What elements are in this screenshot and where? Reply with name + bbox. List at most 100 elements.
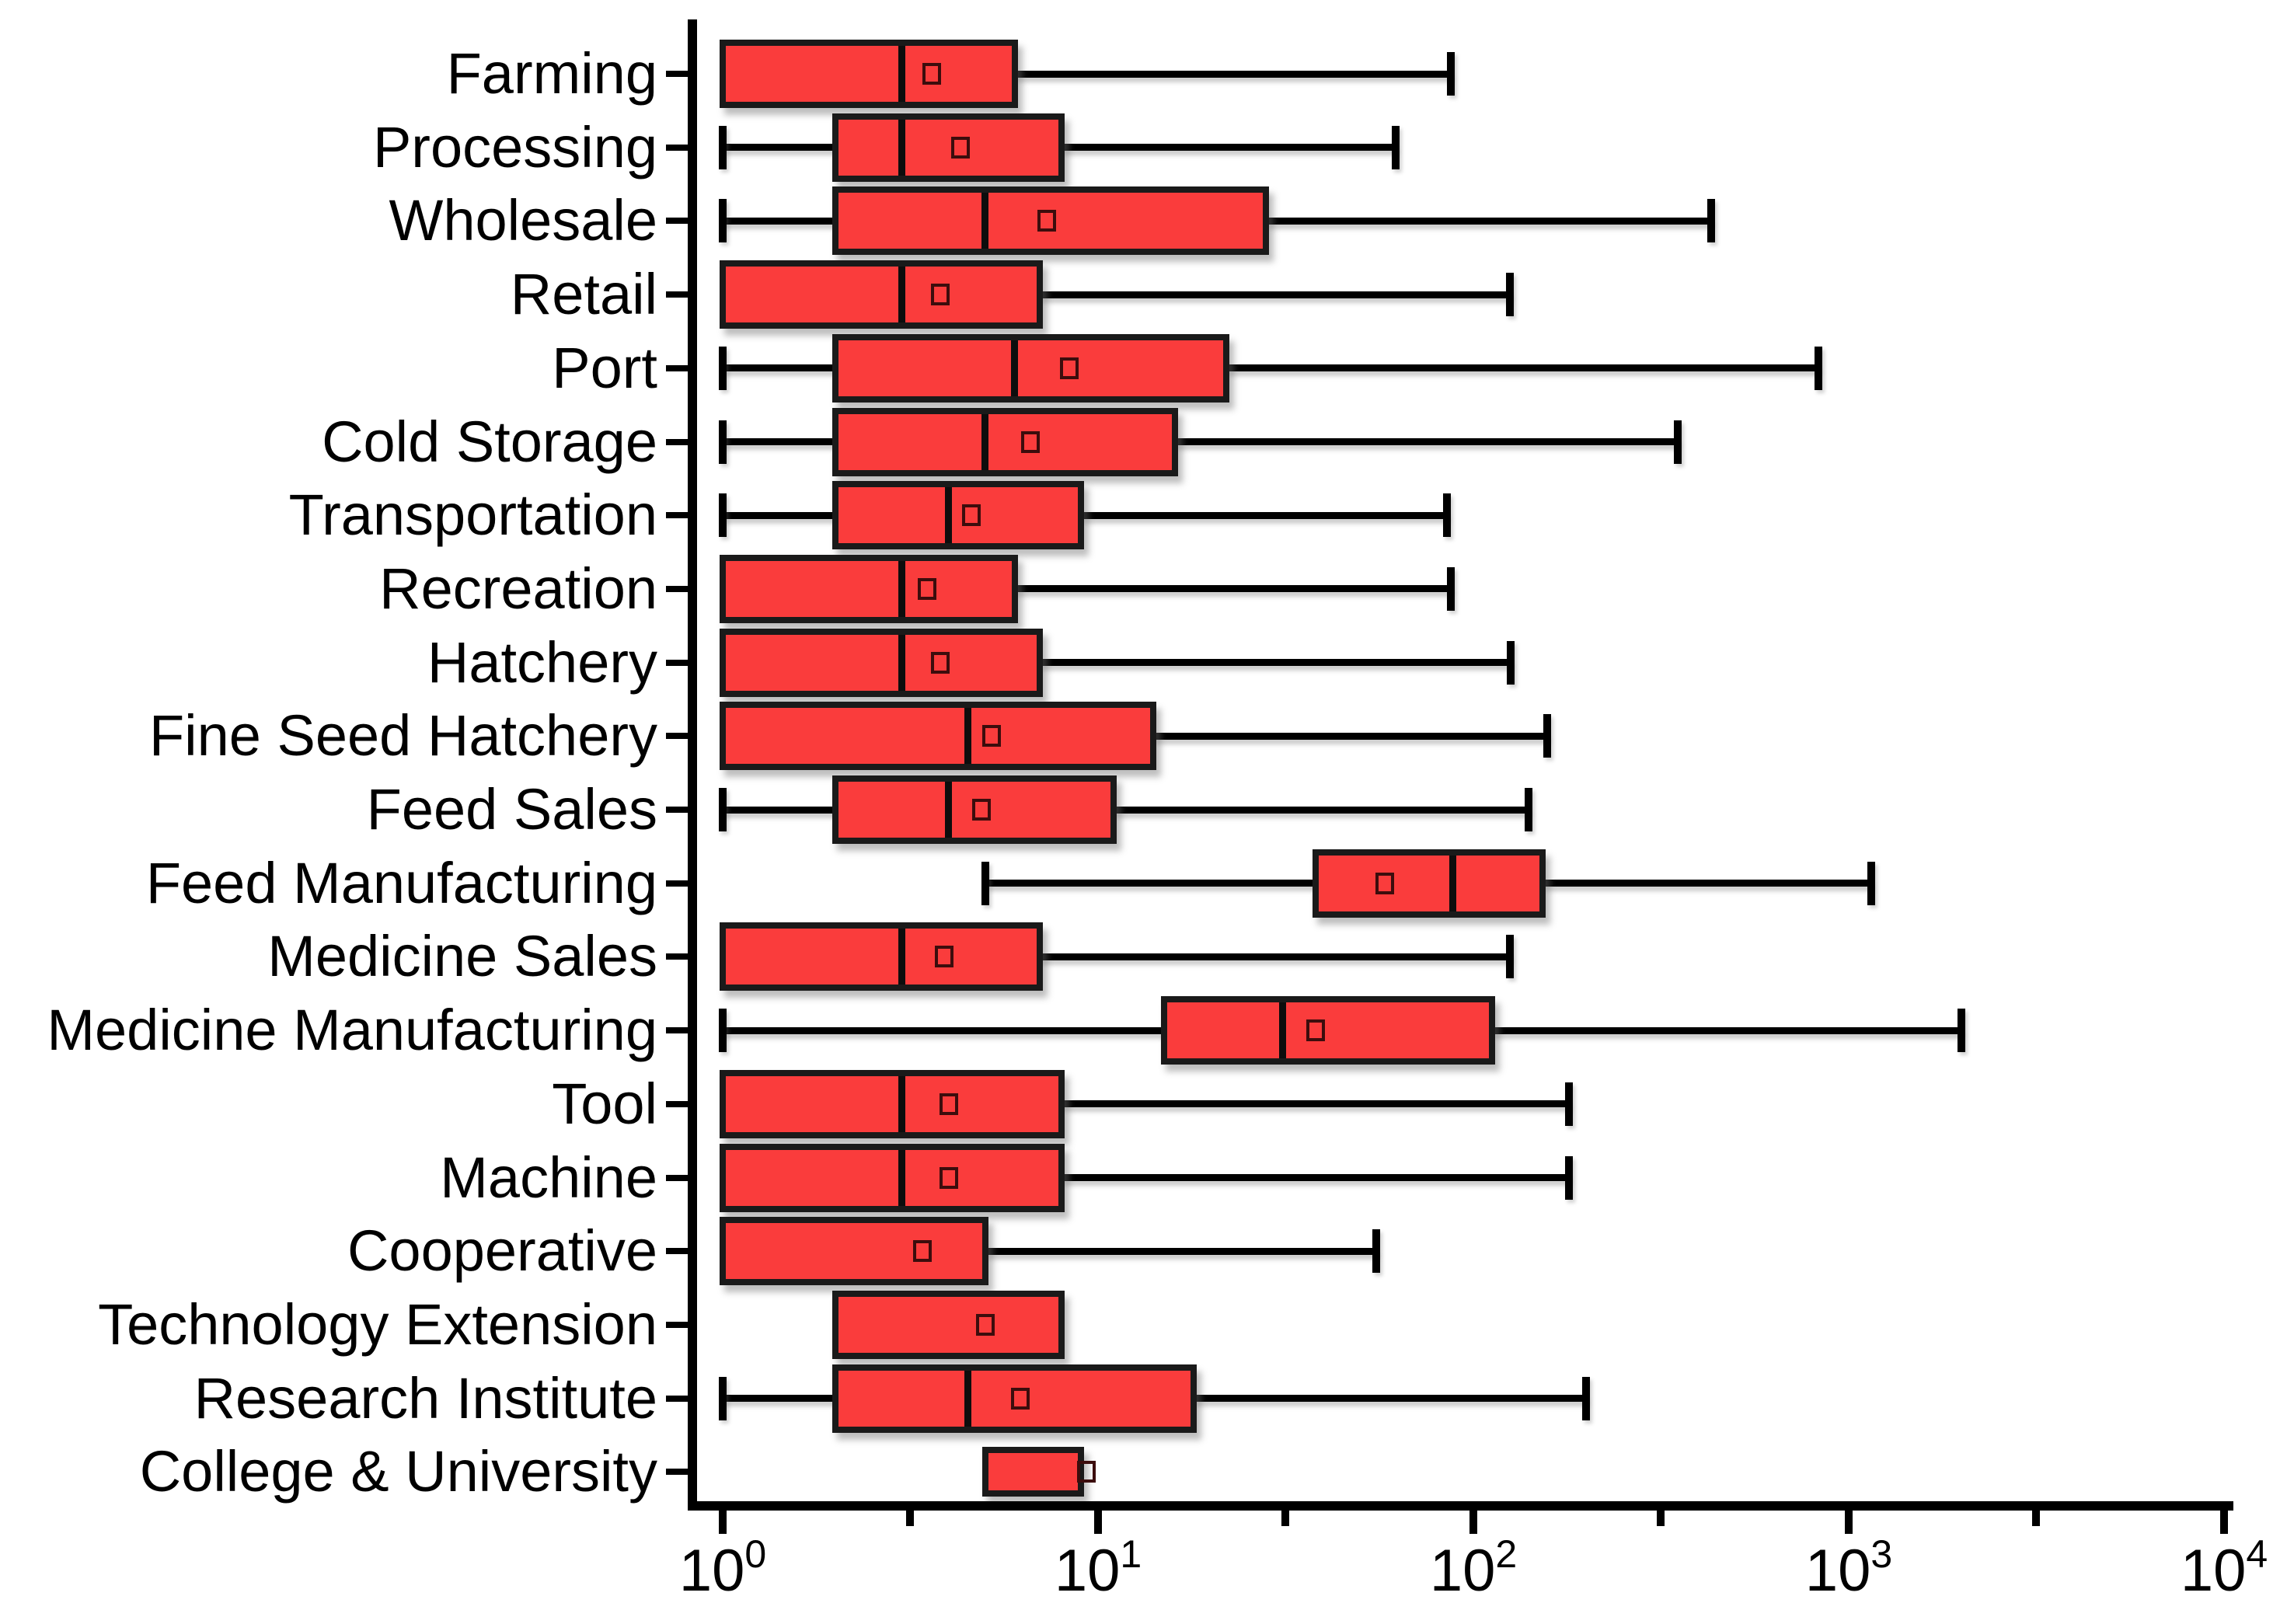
category-label-feed-manufacturing: Feed Manufacturing — [145, 850, 657, 915]
box-research-institute — [832, 1364, 1198, 1433]
whisker-cap-min-feed-manufacturing — [981, 861, 989, 905]
y-tick-college-university — [666, 1469, 688, 1476]
category-label-tool: Tool — [552, 1071, 657, 1136]
whisker-right-retail — [1040, 291, 1510, 298]
median-line-feed-manufacturing — [1449, 855, 1456, 911]
median-line-hatchery — [898, 634, 905, 691]
mean-marker-feed-manufacturing — [1375, 872, 1394, 894]
category-label-farming: Farming — [446, 41, 657, 106]
whisker-right-feed-manufacturing — [1543, 880, 1872, 887]
whisker-right-medicine-sales — [1040, 953, 1510, 960]
whisker-cap-max-transportation — [1442, 493, 1451, 538]
whisker-cap-min-feed-sales — [719, 788, 727, 831]
box-retail — [720, 260, 1044, 329]
y-tick-processing — [666, 144, 688, 151]
whisker-left-transportation — [723, 511, 836, 519]
mean-marker-research-institute — [1010, 1387, 1030, 1410]
x-major-tick-10e1 — [1094, 1511, 1102, 1534]
whisker-cap-max-feed-manufacturing — [1867, 861, 1876, 905]
y-tick-feed-sales — [666, 807, 688, 813]
category-label-retail: Retail — [510, 262, 657, 327]
whisker-left-research-institute — [723, 1395, 836, 1403]
median-line-port — [1011, 340, 1019, 396]
category-label-cold-storage: Cold Storage — [322, 409, 657, 474]
mean-marker-cold-storage — [1020, 430, 1040, 453]
median-line-wholesale — [981, 193, 989, 249]
x-tick-label-10e4: 104 — [2180, 1532, 2268, 1604]
whisker-cap-max-feed-sales — [1524, 788, 1532, 831]
mean-marker-transportation — [962, 504, 981, 527]
whisker-right-cold-storage — [1174, 438, 1678, 445]
box-recreation — [720, 554, 1018, 623]
whisker-right-fine-seed-hatchery — [1152, 732, 1547, 740]
mean-marker-tool — [939, 1093, 958, 1115]
median-line-research-institute — [964, 1370, 971, 1427]
box-medicine-manufacturing — [1161, 996, 1495, 1065]
x-major-tick-10e0 — [719, 1511, 727, 1534]
box-processing — [832, 113, 1065, 182]
mean-marker-port — [1060, 357, 1079, 379]
median-line-feed-sales — [945, 782, 953, 838]
y-tick-fine-seed-hatchery — [666, 733, 688, 740]
whisker-right-tool — [1062, 1100, 1570, 1108]
y-tick-cold-storage — [666, 438, 688, 445]
whisker-right-recreation — [1014, 585, 1451, 593]
whisker-right-medicine-manufacturing — [1491, 1026, 1962, 1034]
whisker-cap-min-wholesale — [719, 199, 727, 243]
category-label-fine-seed-hatchery: Fine Seed Hatchery — [148, 703, 657, 768]
x-tick-label-10e3: 103 — [1804, 1532, 1893, 1604]
box-port — [832, 333, 1230, 403]
median-line-retail — [898, 267, 905, 323]
category-label-transportation: Transportation — [288, 483, 657, 548]
box-cooperative — [720, 1217, 988, 1286]
category-label-research-institute: Research Institute — [193, 1365, 657, 1431]
x-major-tick-10e3 — [1845, 1511, 1853, 1534]
y-tick-farming — [666, 71, 688, 77]
mean-marker-retail — [931, 284, 950, 306]
whisker-cap-max-machine — [1565, 1155, 1574, 1200]
mean-marker-feed-sales — [972, 799, 992, 821]
x-minor-tick — [1281, 1511, 1290, 1526]
box-tool — [720, 1069, 1065, 1138]
whisker-cap-max-cooperative — [1372, 1229, 1380, 1274]
mean-marker-fine-seed-hatchery — [981, 725, 1001, 748]
whisker-right-machine — [1062, 1174, 1570, 1181]
x-major-tick-10e2 — [1469, 1511, 1477, 1534]
median-line-medicine-manufacturing — [1278, 1002, 1286, 1059]
box-medicine-sales — [720, 922, 1044, 991]
mean-marker-processing — [950, 136, 970, 159]
category-label-hatchery: Hatchery — [427, 629, 657, 695]
whisker-cap-max-research-institute — [1582, 1376, 1591, 1420]
x-minor-tick — [906, 1511, 915, 1526]
whisker-cap-min-transportation — [719, 493, 727, 538]
whisker-right-transportation — [1080, 511, 1447, 519]
box-transportation — [832, 481, 1084, 550]
mean-marker-farming — [922, 63, 941, 85]
box-college-university — [981, 1447, 1084, 1497]
y-tick-medicine-manufacturing — [666, 1027, 688, 1034]
y-tick-machine — [666, 1174, 688, 1181]
category-label-processing: Processing — [372, 114, 657, 179]
whisker-cap-min-research-institute — [719, 1376, 727, 1420]
x-minor-tick — [1657, 1511, 1665, 1526]
y-tick-technology-extension — [666, 1321, 688, 1328]
box-feed-manufacturing — [1313, 849, 1546, 918]
mean-marker-cooperative — [912, 1240, 932, 1263]
whisker-right-processing — [1062, 144, 1396, 152]
category-label-machine: Machine — [440, 1145, 657, 1210]
y-tick-hatchery — [666, 659, 688, 666]
whisker-cap-min-processing — [719, 125, 727, 169]
whisker-right-port — [1226, 364, 1818, 372]
x-tick-label-10e2: 102 — [1429, 1532, 1518, 1604]
whisker-cap-max-farming — [1446, 52, 1455, 96]
y-tick-wholesale — [666, 218, 688, 225]
mean-marker-hatchery — [931, 651, 950, 674]
box-farming — [720, 40, 1018, 108]
whisker-right-wholesale — [1265, 217, 1711, 225]
whisker-cap-max-processing — [1391, 125, 1400, 169]
box-wholesale — [832, 186, 1269, 256]
whisker-cap-max-retail — [1505, 273, 1514, 317]
whisker-right-cooperative — [985, 1247, 1376, 1255]
whisker-right-hatchery — [1040, 659, 1511, 667]
y-axis-line — [688, 19, 697, 1511]
